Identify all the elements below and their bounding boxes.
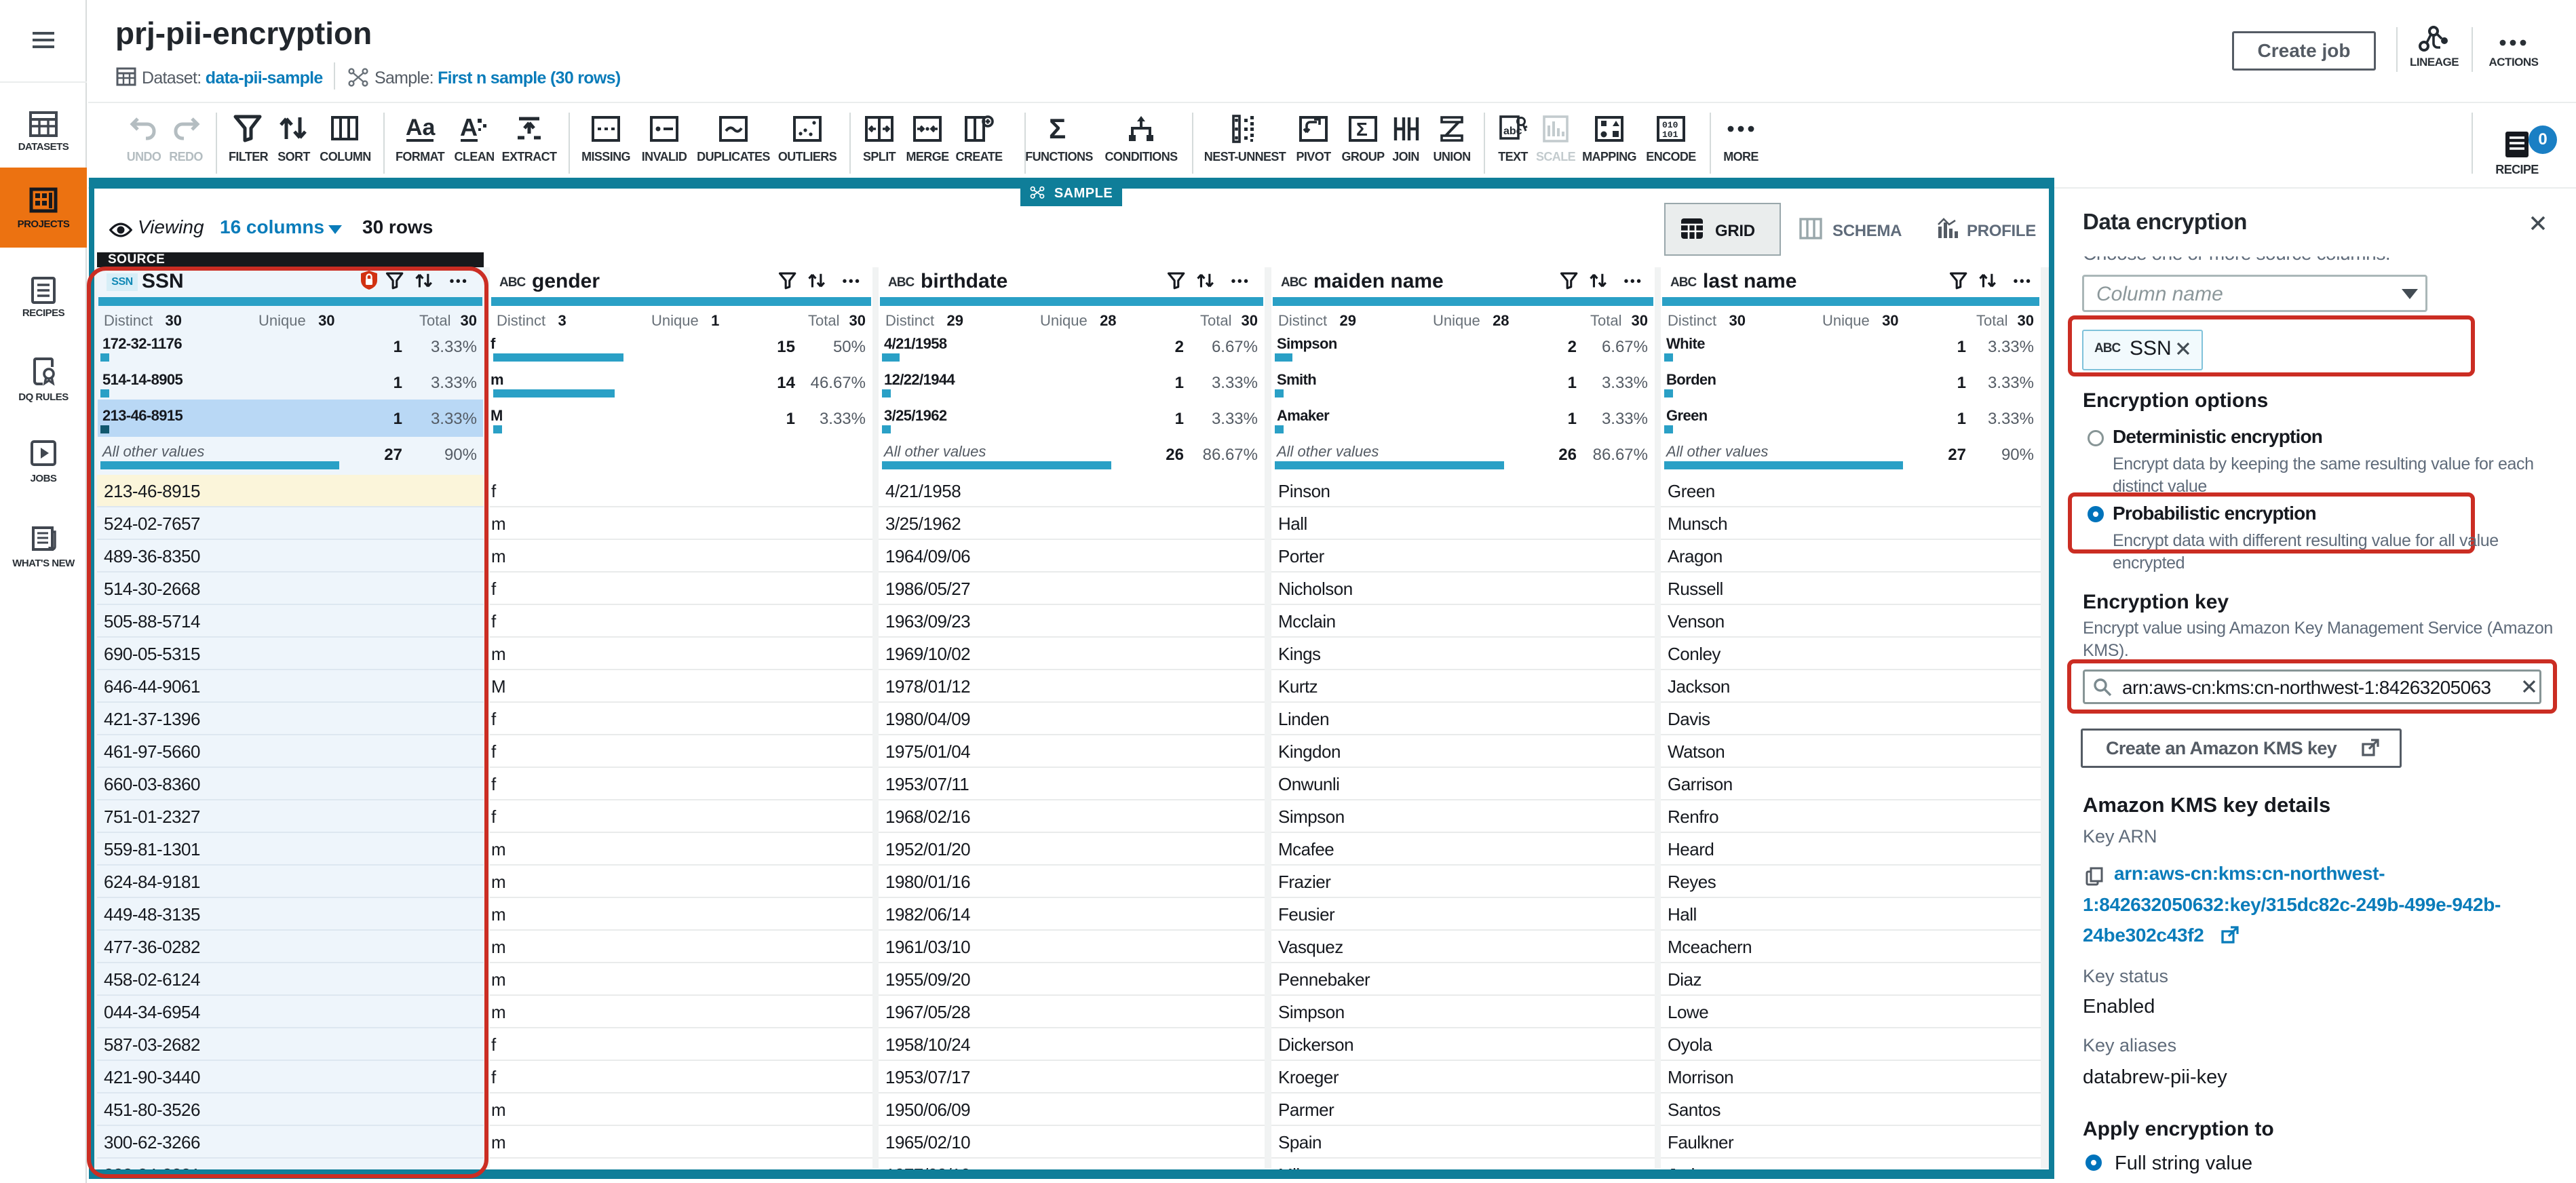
svg-text:010: 010 [1662,120,1678,130]
svg-text:Σ: Σ [1049,113,1066,144]
svg-text:abc: abc [1503,125,1522,137]
svg-text:A: A [460,113,478,141]
svg-text:Aa: Aa [406,115,436,140]
svg-text:101: 101 [1662,130,1678,140]
svg-text:Σ: Σ [1356,119,1368,140]
